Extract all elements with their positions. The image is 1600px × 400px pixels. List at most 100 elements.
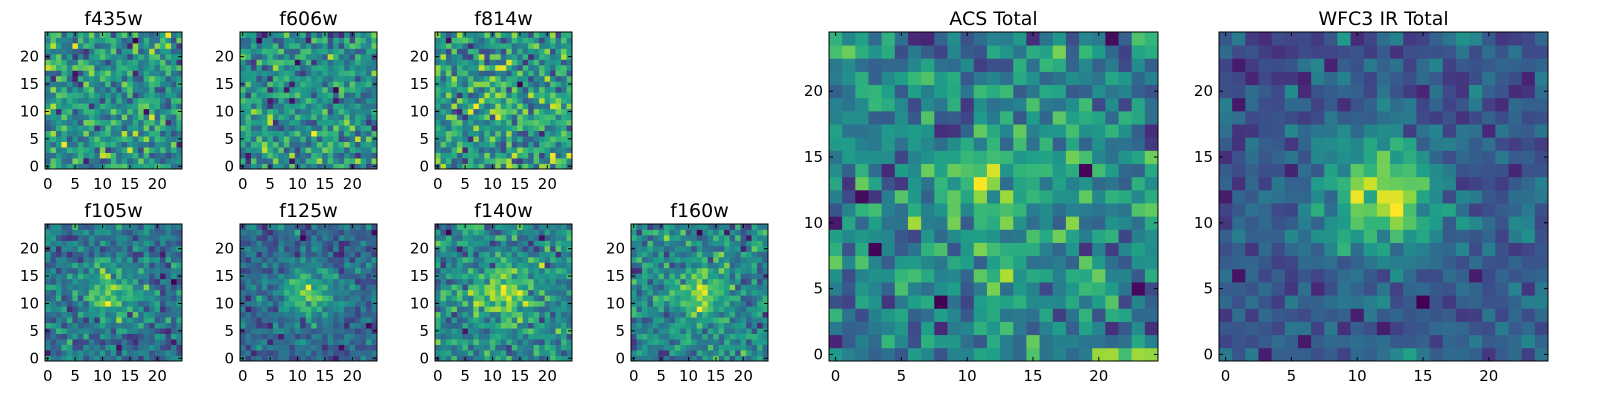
pixel-cell	[561, 81, 567, 88]
pixel-cell	[473, 81, 480, 88]
pixel-cell	[539, 289, 545, 296]
pixel-cell	[473, 75, 480, 82]
pixel-cell	[311, 130, 318, 137]
pixel-cell	[561, 278, 567, 285]
pixel-cell	[138, 92, 145, 99]
pixel-cell	[55, 125, 62, 132]
pixel-cell	[355, 289, 361, 296]
pixel-cell	[462, 284, 469, 291]
pixel-cell	[338, 344, 345, 351]
pixel-cell	[495, 328, 502, 334]
pixel-cell	[685, 317, 692, 324]
pixel-cell	[478, 48, 485, 55]
pixel-cell	[1131, 334, 1146, 349]
pixel-cell	[371, 289, 378, 296]
pixel-cell	[121, 355, 128, 362]
pixel-cell	[94, 234, 101, 241]
pixel-cell	[746, 344, 752, 351]
pixel-cell	[544, 42, 551, 49]
pixel-cell	[149, 262, 155, 269]
pixel-cell	[83, 92, 90, 99]
pixel-cell	[55, 75, 62, 82]
pixel-cell	[45, 289, 51, 296]
pixel-cell	[344, 75, 350, 82]
pixel-cell	[751, 240, 758, 247]
pixel-cell	[484, 70, 491, 77]
pixel-cell	[267, 229, 274, 236]
pixel-cell	[702, 333, 709, 340]
pixel-cell	[99, 59, 106, 66]
pixel-cell	[473, 234, 480, 241]
pixel-cell	[267, 97, 274, 104]
pixel-cell	[143, 284, 150, 291]
pixel-cell	[272, 311, 279, 318]
pixel-cell	[165, 262, 172, 269]
pixel-cell	[127, 81, 134, 88]
pixel-cell	[72, 75, 79, 82]
pixel-cell	[561, 136, 567, 142]
pixel-cell	[138, 97, 145, 104]
pixel-cell	[544, 48, 551, 55]
pixel-cell	[473, 251, 480, 258]
pixel-cell	[495, 284, 502, 291]
pixel-cell	[658, 295, 665, 302]
pixel-cell	[669, 245, 676, 252]
pixel-cell	[517, 350, 524, 356]
pixel-cell	[165, 64, 172, 71]
pixel-cell	[45, 311, 51, 318]
pixel-cell	[72, 333, 79, 340]
pixel-cell	[674, 328, 681, 334]
pixel-cell	[110, 311, 117, 318]
pixel-cell	[127, 42, 134, 49]
pixel-cell	[240, 152, 246, 159]
pixel-cell	[171, 42, 177, 49]
pixel-cell	[506, 344, 513, 351]
pixel-cell	[94, 256, 101, 263]
pixel-cell	[842, 229, 856, 243]
pixel-cell	[121, 103, 128, 110]
pixel-cell	[561, 64, 567, 71]
pixel-cell	[478, 339, 485, 345]
pixel-cell	[669, 284, 676, 291]
pixel-cell	[127, 240, 134, 247]
pixel-cell	[462, 152, 469, 159]
pixel-cell	[669, 317, 676, 324]
pixel-cell	[1131, 216, 1146, 230]
pixel-cell	[278, 42, 285, 49]
pixel-cell	[680, 344, 687, 351]
pixel-cell	[165, 59, 172, 66]
pixel-cell	[355, 240, 361, 247]
pixel-cell	[1105, 242, 1119, 257]
pixel-cell	[127, 333, 134, 340]
pixel-cell	[366, 147, 372, 153]
pixel-cell	[127, 339, 134, 345]
pixel-cell	[327, 97, 334, 104]
x-tick-label: 20	[538, 367, 557, 385]
pixel-cell	[751, 284, 758, 291]
pixel-cell	[250, 108, 257, 115]
pixel-cell	[528, 245, 535, 252]
pixel-cell	[724, 328, 731, 334]
pixel-cell	[278, 114, 285, 121]
pixel-cell	[511, 339, 518, 345]
pixel-cell	[451, 240, 458, 247]
pixel-cell	[154, 229, 161, 236]
pixel-cell	[149, 152, 155, 159]
pixel-cell	[489, 114, 496, 121]
pixel-cell	[473, 267, 480, 274]
pixel-cell	[868, 334, 883, 349]
pixel-cell	[894, 282, 909, 296]
pixel-cell	[986, 282, 1001, 296]
pixel-cell	[333, 42, 340, 49]
pixel-cell	[1039, 347, 1054, 362]
pixel-cell	[511, 147, 518, 153]
pixel-cell	[1026, 163, 1040, 178]
pixel-cell	[550, 317, 556, 324]
pixel-cell	[250, 42, 257, 49]
pixel-cell	[881, 216, 896, 230]
pixel-cell	[566, 333, 573, 340]
pixel-cell	[533, 136, 540, 142]
pixel-cell	[138, 108, 145, 115]
pixel-cell	[355, 333, 361, 340]
pixel-cell	[132, 339, 139, 345]
